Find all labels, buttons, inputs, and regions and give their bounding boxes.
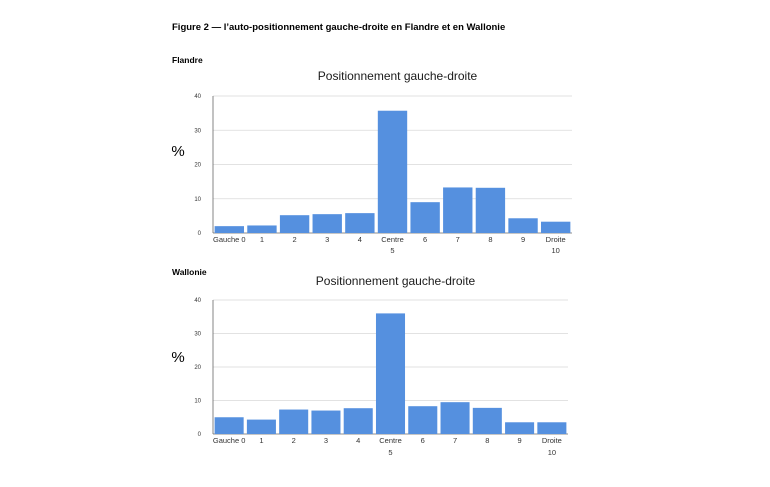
chart-1-bar-8 (472, 407, 502, 434)
chart-1-y-axis-label: % (171, 349, 184, 366)
chart-1-x-tick-5: Centre (379, 436, 402, 445)
chart-0-bar-1 (247, 225, 277, 233)
chart-0-x-subtick-5: 5 (390, 246, 394, 255)
chart-1-bar-4 (343, 408, 373, 434)
chart-1-bar-3 (311, 410, 341, 434)
chart-1-bar-9 (505, 422, 535, 434)
chart-1-y-tick-0: 0 (198, 432, 202, 438)
chart-0-y-tick-0: 0 (198, 231, 202, 237)
chart-1-bar-7 (440, 402, 470, 434)
chart-0-x-tick-4: 4 (358, 235, 362, 244)
chart-1-x-tick-7: 7 (453, 436, 457, 445)
chart-0-bar-10 (540, 221, 571, 233)
chart-0-bar-4 (345, 213, 375, 233)
chart-1-bar-10 (537, 422, 567, 434)
chart-0-x-tick-2: 2 (293, 235, 297, 244)
chart-0-x-tick-1: 1 (260, 235, 264, 244)
chart-1-y-tick-30: 30 (194, 332, 201, 338)
chart-1-x-tick-3: 3 (324, 436, 328, 445)
chart-0-bar-6 (410, 202, 440, 233)
chart-0-x-tick-8: 8 (488, 235, 492, 244)
chart-0-x-tick-9: 9 (521, 235, 525, 244)
chart-1-y-tick-10: 10 (194, 399, 201, 405)
chart-1-x-subtick-5: 5 (388, 448, 392, 457)
chart-1-x-subtick-10: 10 (548, 448, 556, 457)
chart-0-x-tick-6: 6 (423, 235, 427, 244)
chart-0-x-subtick-10: 10 (552, 246, 560, 255)
chart-0-y-tick-20: 20 (194, 163, 201, 169)
figure-title: Figure 2 — l’auto-positionnement gauche-… (172, 22, 506, 33)
region-label-wallonie: Wallonie (172, 267, 207, 277)
chart-1-bar-0 (214, 417, 244, 434)
chart-1-x-tick-9: 9 (518, 436, 522, 445)
region-label-flandre: Flandre (172, 55, 203, 65)
chart-0-bar-0 (214, 226, 245, 233)
chart-0-bar-2 (279, 215, 310, 233)
chart-0-bar-8 (475, 187, 506, 233)
chart-0-title: Positionnement gauche-droite (318, 69, 478, 83)
chart-1-bar-2 (279, 409, 309, 434)
chart-1-y-tick-20: 20 (194, 365, 201, 371)
chart-1-bar-6 (408, 406, 438, 434)
chart-1-x-tick-1: 1 (259, 436, 263, 445)
chart-1-x-tick-4: 4 (356, 436, 360, 445)
chart-0-x-tick-10: Droite (546, 235, 566, 244)
chart-1-y-tick-40: 40 (194, 298, 201, 304)
chart-0-y-tick-40: 40 (194, 94, 201, 100)
chart-0-bar-5 (377, 110, 408, 233)
chart-1-x-tick-6: 6 (421, 436, 425, 445)
chart-0-y-tick-30: 30 (194, 128, 201, 134)
chart-1-x-tick-2: 2 (292, 436, 296, 445)
chart-1-x-tick-0: Gauche 0 (213, 436, 246, 445)
chart-1-bar-5 (375, 313, 406, 434)
chart-0-x-tick-0: Gauche 0 (213, 235, 246, 244)
chart-1-bar-1 (246, 419, 276, 434)
chart-0-x-tick-3: 3 (325, 235, 329, 244)
chart-0-y-axis-label: % (171, 143, 184, 160)
chart-0-y-tick-10: 10 (194, 197, 201, 203)
chart-0-bar-7 (443, 187, 473, 233)
chart-0-bar-9 (508, 218, 538, 233)
chart-1-x-tick-10: Droite (542, 436, 562, 445)
chart-0-x-tick-5: Centre (381, 235, 404, 244)
chart-0-bar-3 (312, 214, 342, 233)
chart-1-title: Positionnement gauche-droite (316, 274, 476, 288)
chart-1-x-tick-8: 8 (485, 436, 489, 445)
chart-0-x-tick-7: 7 (456, 235, 460, 244)
